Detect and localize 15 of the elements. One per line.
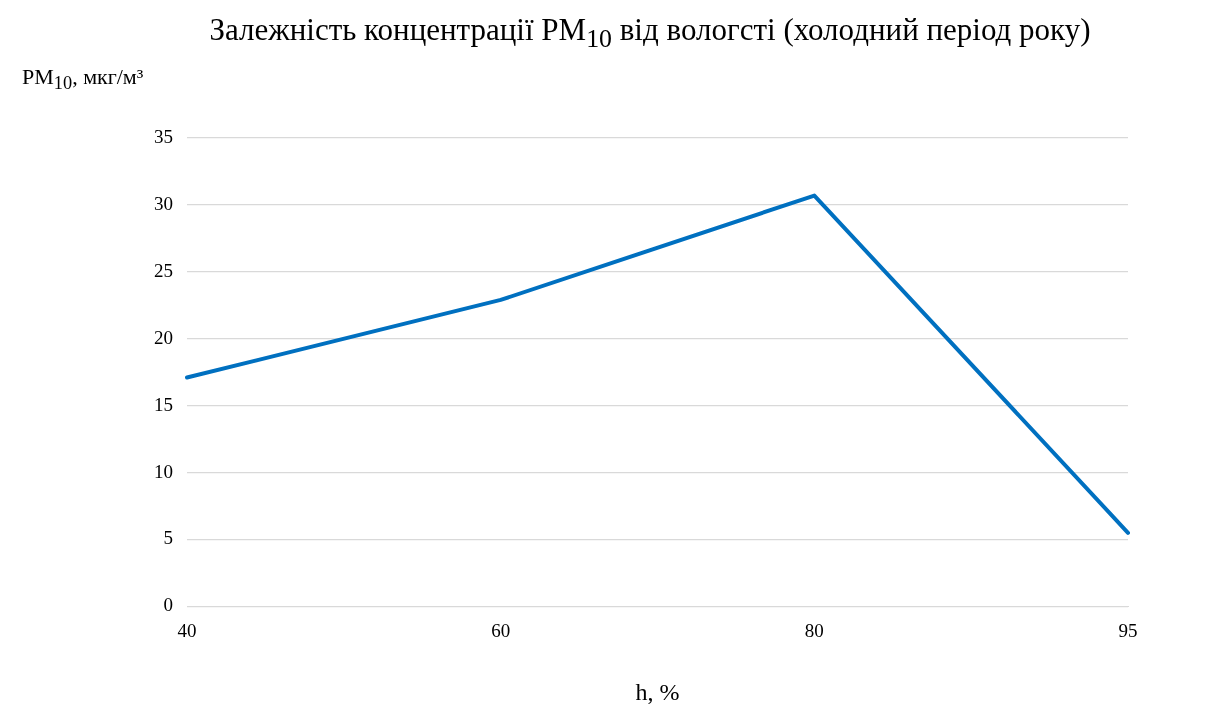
x-tick-label: 40 [177, 619, 197, 641]
y-tick-label: 15 [154, 393, 173, 415]
y-tick-label: 5 [163, 527, 173, 549]
y-tick-label: 10 [154, 460, 173, 482]
y-tick-label: 20 [154, 326, 173, 348]
y-tick-label: 0 [163, 594, 173, 616]
y-tick-label: 30 [154, 192, 173, 214]
y-tick-label: 35 [154, 125, 173, 147]
chart-title: Залежність концентрації PM$_{10}$ від вологсті (холодний період року) [208, 12, 1092, 56]
x-tick-label: 80 [804, 619, 824, 641]
y-tick-label: 25 [154, 259, 173, 281]
x-tick-label: 60 [491, 619, 511, 641]
x-tick-label: 95 [1118, 619, 1138, 641]
x-axis-title: h, % [635, 678, 680, 705]
y-axis-title: PM$_{10}$, мкг/м³ [22, 64, 145, 96]
